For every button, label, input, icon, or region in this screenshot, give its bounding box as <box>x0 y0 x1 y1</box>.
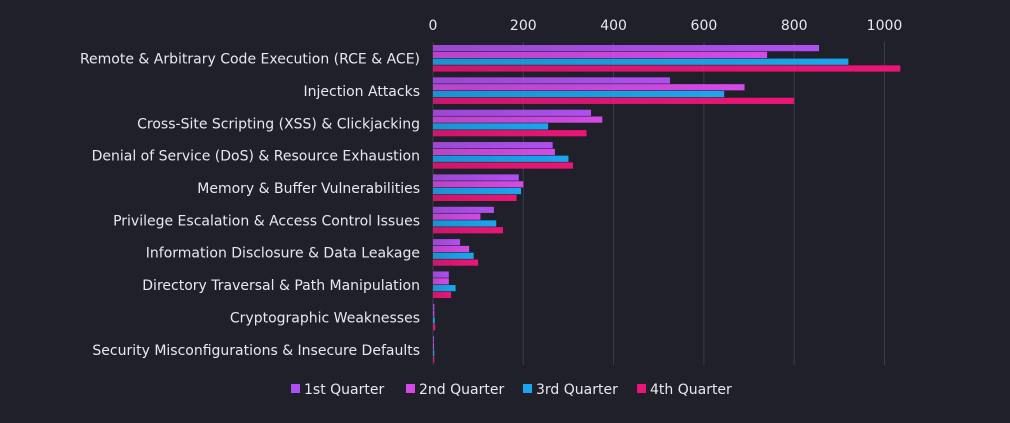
x-tick-label: 800 <box>781 18 808 34</box>
bar-3-q-6 <box>433 220 497 227</box>
bar-2-q-7 <box>433 245 470 253</box>
bar-3-q-3 <box>433 123 549 130</box>
bar-2-q-9 <box>433 310 435 317</box>
legend[interactable]: 1st Quarter 2nd Quarter 3rd Quarter 4th Qua… <box>291 382 732 398</box>
grid-lines <box>432 42 885 365</box>
bar-1-q-4 <box>433 142 553 149</box>
category-label: Injection Attacks <box>304 84 420 100</box>
x-tick-label: 200 <box>510 18 537 34</box>
bar-1-q-3 <box>433 109 592 116</box>
bar-2-q-3 <box>433 116 603 123</box>
bar-4-q-7 <box>433 259 479 266</box>
x-tick-label: 400 <box>600 18 627 34</box>
bars <box>433 45 901 363</box>
bar-3-q-4 <box>433 155 569 162</box>
bar-2-q-2 <box>433 84 745 91</box>
legend-label-1[interactable]: 1st Quarter <box>304 382 384 398</box>
bar-4-q-2 <box>433 97 795 104</box>
bar-3-q-7 <box>433 252 474 259</box>
category-label: Denial of Service (DoS) & Resource Exhau… <box>92 149 420 165</box>
bar-2-q-6 <box>433 213 481 220</box>
category-label: Memory & Buffer Vulnerabilities <box>197 181 420 197</box>
bar-4-q-6 <box>433 227 503 234</box>
bar-4-q-10 <box>433 356 435 363</box>
legend-swatch-3 <box>523 384 532 393</box>
legend-label-2[interactable]: 2nd Quarter <box>419 382 504 398</box>
bar-1-q-6 <box>433 206 494 213</box>
bar-4-q-4 <box>433 162 573 169</box>
bar-1-q-5 <box>433 174 519 181</box>
legend-swatch-2 <box>406 384 415 393</box>
category-label: Cross-Site Scripting (XSS) & Clickjackin… <box>137 116 420 132</box>
category-label: Information Disclosure & Data Leakage <box>146 246 420 262</box>
x-tick-label: 0 <box>429 18 438 34</box>
bar-4-q-8 <box>433 291 452 299</box>
bar-1-q-10 <box>433 336 434 343</box>
legend-swatch-4 <box>637 384 646 393</box>
bar-4-q-5 <box>433 194 517 201</box>
bar-2-q-8 <box>433 278 449 285</box>
legend-label-4[interactable]: 4th Quarter <box>650 382 732 398</box>
bar-1-q-9 <box>433 303 435 310</box>
x-axis-ticks: 0 200 400 600 800 1000 <box>429 18 903 34</box>
bar-1-q-2 <box>433 77 671 84</box>
bar-3-q-10 <box>433 349 435 356</box>
bar-2-q-1 <box>433 51 768 58</box>
bar-1-q-1 <box>433 45 820 52</box>
bar-4-q-9 <box>433 324 436 331</box>
bar-2-q-5 <box>433 181 524 188</box>
legend-swatch-1 <box>291 384 300 393</box>
category-label: Security Misconfigurations & Insecure De… <box>92 343 420 359</box>
bar-2-q-10 <box>433 342 434 350</box>
bar-3-q-1 <box>433 58 849 65</box>
bar-1-q-7 <box>433 239 461 246</box>
category-label: Directory Traversal & Path Manipulation <box>142 278 420 294</box>
bar-1-q-8 <box>433 271 449 278</box>
bar-3-q-8 <box>433 285 456 292</box>
legend-label-3[interactable]: 3rd Quarter <box>536 382 618 398</box>
category-label: Remote & Arbitrary Code Execution (RCE &… <box>80 52 420 68</box>
bar-4-q-1 <box>433 65 901 72</box>
bar-4-q-3 <box>433 130 587 137</box>
bar-2-q-4 <box>433 148 555 156</box>
x-tick-label: 1000 <box>867 18 903 34</box>
category-labels: Remote & Arbitrary Code Execution (RCE &… <box>80 52 420 359</box>
bar-3-q-9 <box>433 317 435 324</box>
category-label: Privilege Escalation & Access Control Is… <box>113 213 420 229</box>
x-tick-label: 600 <box>691 18 718 34</box>
category-label: Cryptographic Weaknesses <box>230 310 420 326</box>
bar-3-q-5 <box>433 188 522 195</box>
bar-3-q-2 <box>433 90 725 98</box>
